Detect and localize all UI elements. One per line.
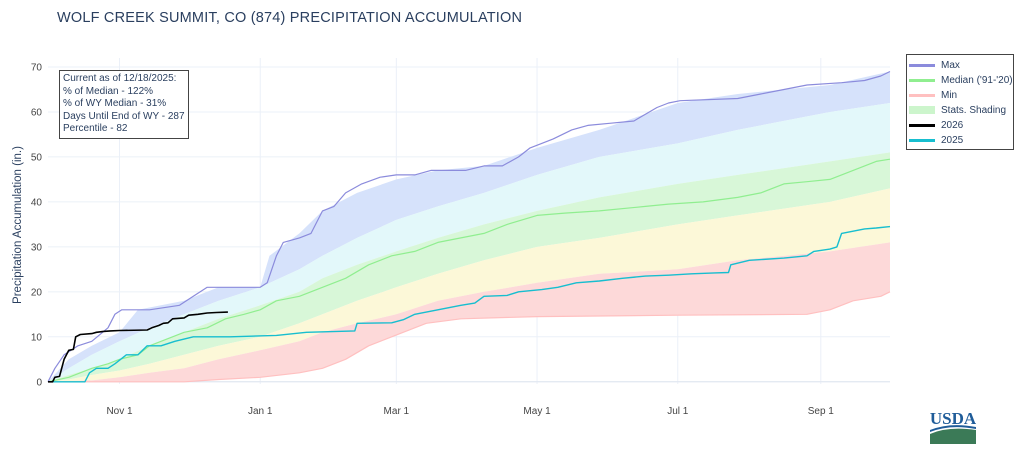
legend-label: Max <box>941 59 960 71</box>
series-min <box>48 291 891 383</box>
legend-label: Stats. Shading <box>941 104 1007 116</box>
x-tick-label: Mar 1 <box>384 406 410 417</box>
band-70-to-30 <box>48 152 890 382</box>
series-max <box>47 70 891 383</box>
legend-swatch <box>909 138 935 142</box>
band-30-to-10 <box>48 188 890 382</box>
x-tick-label: Jul 1 <box>667 406 689 417</box>
chart-title: WOLF CREEK SUMMIT, CO (874) PRECIPITATIO… <box>57 10 523 26</box>
legend-label: Median ('91-'20) <box>941 74 1013 86</box>
y-tick-label: 60 <box>31 107 43 118</box>
series-median-91-20 <box>47 158 891 383</box>
x-tick-label: May 1 <box>523 406 551 417</box>
band-90-to-70 <box>48 103 890 382</box>
y-tick-label: 10 <box>31 332 43 343</box>
x-tick-label: Jan 1 <box>248 406 273 417</box>
legend-swatch <box>909 78 935 82</box>
legend-item-median[interactable]: Median ('91-'20) <box>909 73 1013 87</box>
legend-item-max[interactable]: Max <box>909 58 960 72</box>
axes: 0 10 20 30 40 50 60 70 Nov 1 Jan 1 Mar 1 May 1 Jul 1… <box>31 62 834 417</box>
y-tick-label: 50 <box>31 152 43 163</box>
annotation-line: Days Until End of WY - 287 <box>63 110 185 122</box>
legend-swatch <box>909 93 935 97</box>
series-2026 <box>48 311 228 383</box>
legend-label: Min <box>941 89 958 101</box>
legend-swatch <box>909 63 935 67</box>
legend-swatch <box>909 106 935 114</box>
stats-annotation: Current as of 12/18/2025: % of Median - … <box>59 70 189 139</box>
usda-logo-stripe <box>930 425 976 432</box>
series-lines <box>47 70 891 383</box>
annotation-line: % of Median - 122% <box>63 85 154 97</box>
y-tick-label: 0 <box>36 377 42 388</box>
annotation-line: % of WY Median - 31% <box>63 98 167 109</box>
legend-item-2025[interactable]: 2025 <box>909 133 963 147</box>
y-tick-label: 40 <box>31 197 43 208</box>
y-tick-label: 20 <box>31 287 43 298</box>
legend-item-shading[interactable]: Stats. Shading <box>909 103 1006 117</box>
y-axis-label: Precipitation Accumulation (in.) <box>12 146 24 304</box>
legend-item-2026[interactable]: 2026 <box>909 118 963 132</box>
percentile-bands <box>48 71 890 382</box>
series-2025 <box>48 225 891 383</box>
x-tick-label: Sep 1 <box>808 406 835 417</box>
annotation-line: Current as of 12/18/2025: <box>63 73 177 84</box>
legend: Max Median ('91-'20) Min Stats. Shading … <box>906 54 1014 150</box>
usda-logo: USDA <box>930 409 977 444</box>
legend-swatch <box>909 123 935 127</box>
y-tick-label: 30 <box>31 242 43 253</box>
band-10-to-min <box>48 242 890 382</box>
usda-logo-text: USDA <box>930 409 977 428</box>
annotation-line: Percentile - 82 <box>63 123 128 134</box>
legend-label: 2026 <box>941 119 964 131</box>
legend-label: 2025 <box>941 134 964 146</box>
y-tick-label: 70 <box>31 62 43 73</box>
band-max-to-90 <box>48 71 890 382</box>
usda-logo-hills <box>930 428 976 444</box>
legend-item-min[interactable]: Min <box>909 88 957 102</box>
x-tick-label: Nov 1 <box>106 406 133 417</box>
